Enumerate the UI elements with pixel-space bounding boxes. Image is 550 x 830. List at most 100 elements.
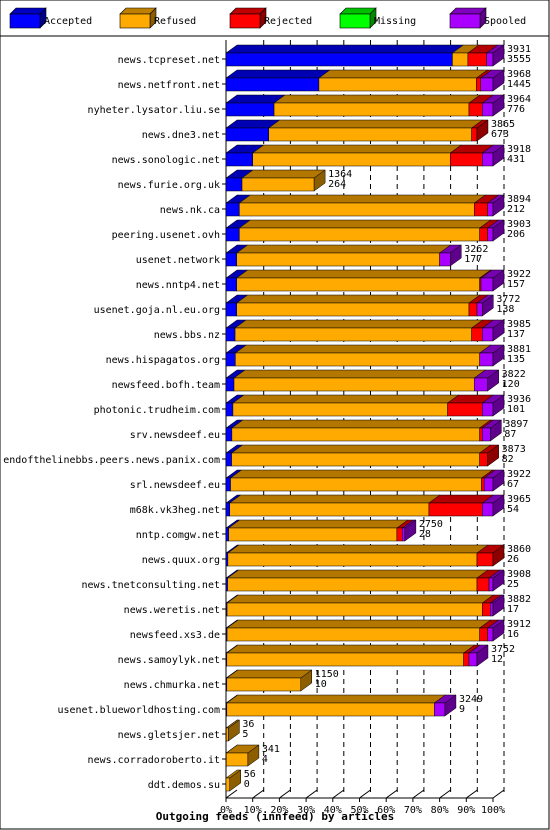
- row-3-refused-top: [273, 94, 481, 104]
- row-18-accepted-label: 67: [507, 479, 519, 490]
- row-25-rejected-bar: [463, 652, 470, 667]
- row-12-spooled-bar: [482, 327, 494, 342]
- legend-rejected-swatch: [229, 13, 261, 29]
- row-4-offered-label: 3865: [491, 119, 515, 130]
- row-4-side: [476, 119, 489, 142]
- x-tick-label-100: 100%: [481, 805, 505, 816]
- row-13-refused-top: [234, 344, 492, 354]
- row-29-offered-label: 341: [262, 744, 280, 755]
- grid-floor-line-20: [279, 789, 291, 799]
- row-2-host-label: news.netfront.net: [118, 80, 220, 91]
- row-19-spooled-bar: [482, 502, 494, 517]
- row-13-host-label: news.hispagatos.org: [106, 355, 220, 366]
- row-8-refused-top: [238, 219, 492, 229]
- row-9-offered-label: 3262: [464, 244, 488, 255]
- row-14-refused-bar: [233, 377, 475, 392]
- x-tick-label-10: 10%: [244, 805, 262, 816]
- row-16-accepted-bar: [225, 427, 233, 442]
- row-15-refused-bar: [232, 402, 448, 417]
- row-16-offered-label: 3897: [504, 419, 528, 430]
- row-14-accepted-bar: [225, 377, 235, 392]
- row-11-refused-bar: [236, 302, 470, 317]
- x-tick-label-40: 40%: [324, 805, 342, 816]
- row-30-accepted-label: 0: [244, 779, 250, 790]
- grid-floor-line-80: [439, 789, 451, 799]
- row-23-spooled-bar: [490, 602, 494, 617]
- row-20-refused-bar: [228, 527, 398, 542]
- legend-rejected-label: Rejected: [264, 16, 312, 27]
- row-22-offered-label: 3908: [507, 569, 531, 580]
- row-21-host-label: news.quux.org: [142, 555, 220, 566]
- row-3-spooled-bar: [482, 102, 494, 117]
- row-12-accepted-label: 137: [507, 329, 525, 340]
- row-14-offered-label: 3822: [502, 369, 526, 380]
- row-3-rejected-bar: [468, 102, 483, 117]
- row-8-accepted-bar: [225, 227, 240, 242]
- row-2-rejected-bar: [476, 77, 481, 92]
- row-26-host-label: news.chmurka.net: [124, 680, 220, 691]
- grid-floor-line-70: [412, 789, 425, 799]
- row-7-host-label: news.nk.ca: [160, 205, 220, 216]
- x-tick-label-90: 90%: [457, 805, 475, 816]
- legend: Accepted Refused Rejected Missing Spooled: [9, 7, 526, 29]
- row-16-accepted-label: 87: [504, 429, 516, 440]
- row-6-offered-label: 1364: [328, 169, 352, 180]
- row-24-refused-bar: [226, 627, 480, 642]
- row-1-rejected-bar: [467, 52, 487, 67]
- row-25-refused-top: [226, 644, 476, 654]
- row-8-refused-bar: [239, 227, 480, 242]
- row-17-accepted-bar: [225, 452, 232, 467]
- row-8-rejected-bar: [479, 227, 488, 242]
- row-11-host-label: usenet.goja.nl.eu.org: [94, 305, 220, 316]
- row-27-spooled-bar: [434, 702, 446, 717]
- row-19-rejected-bar: [428, 502, 483, 517]
- row-30-refused-bar: [225, 777, 230, 792]
- row-20-side: [404, 519, 417, 542]
- row-28-side: [228, 719, 240, 742]
- row-29-side: [247, 744, 260, 767]
- row-13-offered-label: 3881: [507, 344, 531, 355]
- row-11-accepted-bar: [225, 302, 237, 317]
- row-5-refused-top: [251, 144, 463, 154]
- row-6-host-label: news.furie.org.uk: [118, 180, 220, 191]
- row-6-refused-bar: [241, 177, 315, 192]
- row-29-refused-bar: [226, 752, 249, 767]
- row-19-host-label: m68k.vk3heg.net: [130, 505, 220, 516]
- row-22-accepted-label: 25: [507, 579, 519, 590]
- grid-floor-line-10: [252, 789, 264, 799]
- row-20-offered-label: 2750: [419, 519, 443, 530]
- row-10-refused-top: [235, 269, 492, 279]
- row-29-host-label: news.corradoroberto.it: [88, 755, 220, 766]
- row-18-refused-bar: [230, 477, 482, 492]
- row-19-accepted-bar: [225, 502, 230, 517]
- row-23-refused-bar: [226, 602, 483, 617]
- row-17-offered-label: 3873: [502, 444, 526, 455]
- row-18-refused-top: [229, 469, 494, 479]
- row-21-rejected-bar: [476, 552, 494, 567]
- x-tick-label-0: 0%: [220, 805, 232, 816]
- row-30-side: [229, 769, 241, 792]
- row-26-offered-label: 1150: [315, 669, 339, 680]
- row-1-refused-bar: [452, 52, 469, 67]
- row-23-offered-label: 3882: [507, 594, 531, 605]
- row-10-side: [492, 269, 505, 292]
- row-20-host-label: nntp.comgw.net: [136, 530, 220, 541]
- row-7-refused-top: [238, 194, 487, 204]
- row-11-side: [482, 294, 494, 317]
- row-20-spooled-bar: [401, 527, 406, 542]
- row-24-offered-label: 3912: [507, 619, 531, 630]
- row-24-side: [492, 619, 505, 642]
- axes: 0% 10% 20% 30% 40% 50% 60% 70% 80% 90% 100%: [220, 40, 505, 816]
- row-28-offered-label: 36: [242, 719, 254, 730]
- row-3-accepted-label: 776: [507, 104, 525, 115]
- row-5-accepted-label: 431: [507, 154, 525, 165]
- row-2-accepted-bar: [225, 77, 320, 92]
- row-10-refused-bar: [236, 277, 480, 292]
- grid-floor-line-90: [466, 789, 478, 799]
- row-25-spooled-bar: [468, 652, 478, 667]
- grid-lines: [225, 40, 505, 799]
- row-20-accepted-bar: [225, 527, 229, 542]
- row-22-side: [492, 569, 505, 592]
- grid-floor-line-50: [359, 789, 371, 799]
- row-25-refused-bar: [226, 652, 464, 667]
